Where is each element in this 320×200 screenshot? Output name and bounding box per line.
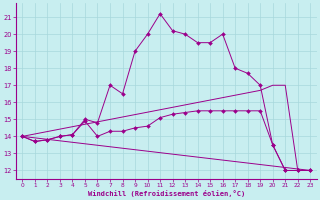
X-axis label: Windchill (Refroidissement éolien,°C): Windchill (Refroidissement éolien,°C) — [88, 190, 245, 197]
